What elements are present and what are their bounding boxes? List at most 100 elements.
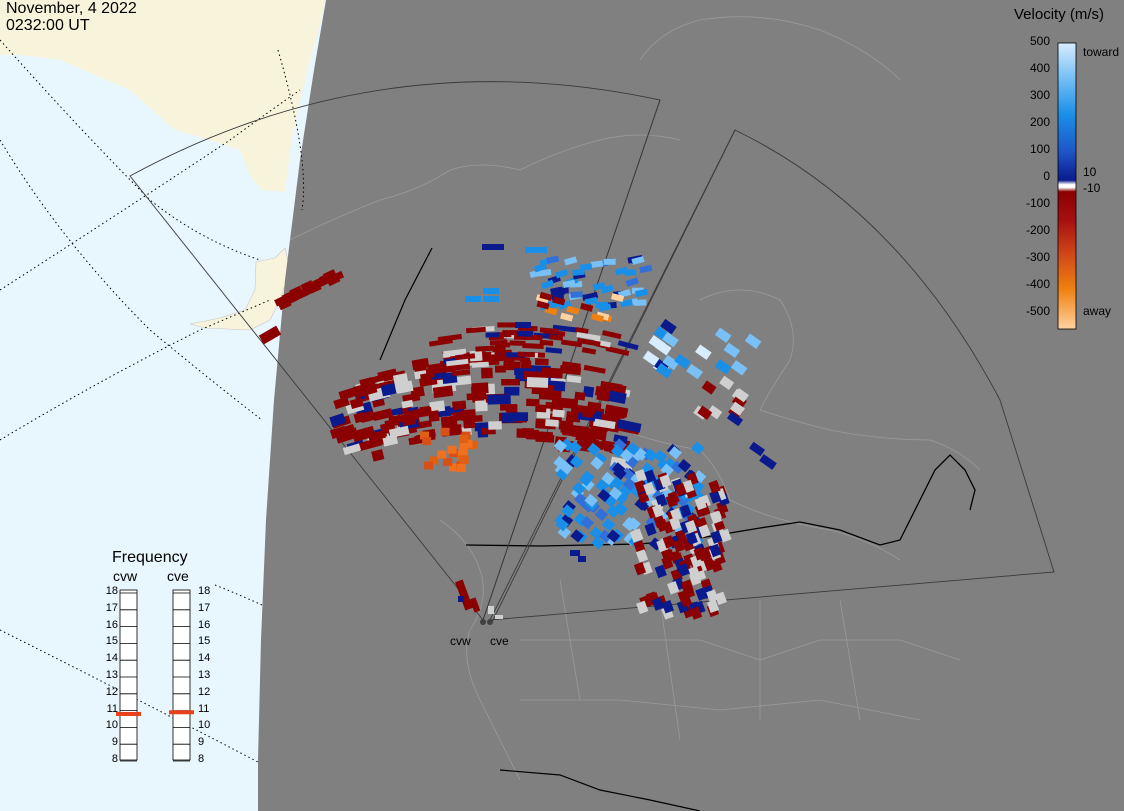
velocity-echo-cell [371, 449, 385, 462]
frequency-scale-label: 12 [105, 685, 118, 698]
velocity-echoes [258, 244, 777, 620]
velocity-echo-cell [590, 313, 605, 323]
velocity-echo-cell [662, 354, 680, 371]
velocity-echo-cell [634, 497, 648, 511]
frequency-indicator-cvw [116, 711, 141, 716]
velocity-echo-cell [714, 591, 727, 606]
velocity-echo-cell [504, 386, 520, 396]
velocity-echo-cell [659, 474, 672, 488]
velocity-echo-cell [516, 428, 528, 438]
frequency-indicator-cve [169, 710, 194, 715]
velocity-echo-cell [546, 255, 560, 264]
velocity-echo-cell [698, 524, 711, 538]
date-label: November, 4 2022 [6, 0, 137, 17]
velocity-echo-cell [691, 441, 705, 455]
velocity-echo-cell [710, 530, 723, 544]
velocity-echo-cell [466, 392, 487, 401]
colorbar-tick: 100 [1029, 142, 1050, 156]
velocity-echo-cell [289, 285, 303, 298]
coastlines [289, 16, 981, 781]
velocity-echo-cell [329, 425, 348, 439]
velocity-echo-cell [559, 461, 574, 475]
velocity-echo-cell [617, 340, 639, 351]
velocity-echo-cell [443, 457, 453, 466]
velocity-echo-cell [634, 480, 647, 494]
velocity-echo-cell [551, 399, 570, 408]
day-land-peninsula [189, 247, 291, 331]
velocity-echo-cell [604, 406, 626, 419]
velocity-echo-cell [730, 360, 748, 376]
velocity-echo-cell [729, 401, 745, 416]
colorbar-tick: 300 [1029, 88, 1050, 102]
velocity-echo-cell [458, 447, 468, 456]
velocity-echo-cell [392, 372, 409, 387]
velocity-echo-cell [451, 369, 471, 377]
colorbar-tick: -100 [1025, 196, 1050, 210]
velocity-echo-cell [455, 353, 476, 361]
velocity-echo-cell [459, 435, 469, 444]
velocity-echo-cell [382, 434, 399, 447]
velocity-echo-cell [748, 441, 766, 457]
velocity-echo-cell [635, 549, 649, 563]
frequency-scale-label: 8 [198, 753, 205, 765]
frequency-bars [119, 589, 191, 762]
velocity-echo-cell [648, 335, 666, 351]
frequency-scale-label: 10 [198, 719, 211, 732]
frequency-scale-label: 13 [198, 669, 211, 681]
velocity-echo-cell [605, 345, 630, 357]
velocity-echo-cell [358, 437, 383, 452]
velocity-echo-cell [501, 378, 521, 386]
frequency-scale-label: 11 [198, 702, 210, 715]
velocity-echo-cell [525, 247, 547, 253]
velocity-echo-cell [351, 425, 376, 443]
velocity-echo-cell [432, 385, 454, 399]
velocity-echo-cell [429, 456, 439, 465]
velocity-echo-cell [623, 444, 637, 458]
velocity-echo-cell [590, 260, 604, 268]
velocity-echo-cell [555, 518, 569, 532]
velocity-echo-cell [505, 404, 518, 413]
velocity-echo-cell [568, 440, 583, 455]
velocity-echo-cell [562, 279, 576, 288]
velocity-echo-cell [428, 338, 453, 347]
velocity-echo-cell [744, 333, 762, 349]
velocity-echo-cell [616, 419, 642, 433]
velocity-echo-cell [469, 415, 483, 423]
velocity-echo-cell [572, 481, 586, 496]
colorbar-tick: -400 [1025, 277, 1050, 291]
velocity-echo-cell [668, 446, 682, 460]
velocity-echo-cell [695, 344, 712, 360]
velocity-echo-cell [651, 597, 665, 611]
velocity-echo-cell [643, 469, 657, 483]
day-land-alaska [0, 0, 325, 192]
velocity-echo-cell [633, 562, 647, 576]
velocity-echo-cell [619, 299, 633, 308]
velocity-echo-cell [662, 535, 675, 549]
velocity-echo-cell [492, 346, 506, 352]
velocity-echo-cell [555, 467, 570, 481]
frequency-scale-label: 17 [198, 601, 211, 614]
velocity-echo-cell [566, 305, 580, 315]
velocity-echo-cell [653, 514, 666, 529]
velocity-echo-cell [526, 376, 549, 388]
velocity-echo-cell [552, 296, 566, 306]
velocity-echo-cell [576, 331, 601, 341]
velocity-echo-cell [570, 529, 584, 543]
colorbar-label-10: 10 [1083, 165, 1097, 179]
frequency-scale-label: 15 [198, 635, 211, 648]
velocity-echo-cell [508, 412, 529, 422]
velocity-echo-cell [401, 412, 417, 427]
velocity-echo-cell [534, 358, 549, 366]
velocity-echo-cell [440, 415, 456, 428]
velocity-echo-cell [411, 357, 430, 371]
velocity-echo-cell [701, 380, 717, 395]
frequency-scale-label: 9 [198, 736, 205, 749]
velocity-echo-cell [636, 600, 649, 615]
velocity-echo-cell [552, 409, 565, 418]
frequency-scale-label: 8 [111, 753, 118, 765]
velocity-echo-cell [594, 507, 609, 522]
velocity-echo-cell [613, 466, 627, 480]
velocity-echo-cell [733, 388, 749, 403]
velocity-echo-cell [458, 596, 464, 602]
velocity-echo-cell [570, 291, 583, 299]
